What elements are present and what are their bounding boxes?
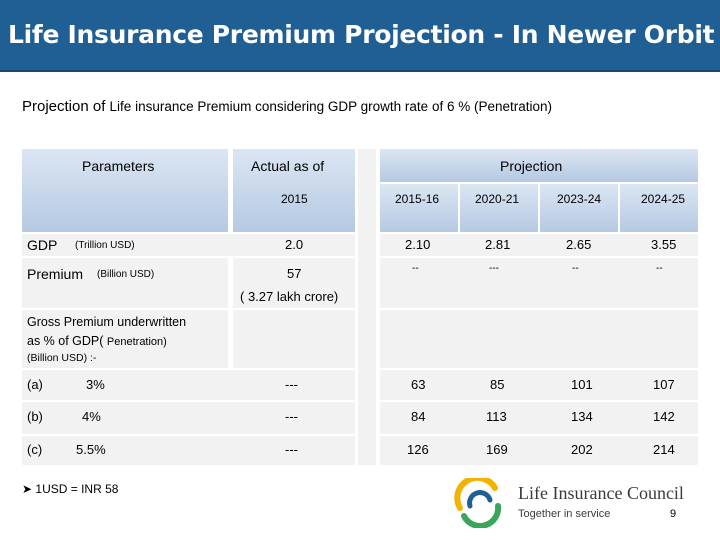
year-actual: 2015 xyxy=(281,192,308,206)
row-a-key: (a) xyxy=(27,377,43,392)
header-projection: Projection xyxy=(500,158,563,174)
year-p4: 2024-25 xyxy=(641,192,686,206)
gross-row-bg-right xyxy=(380,310,698,368)
life-insurance-council-logo: Life Insurance Council Together in servi… xyxy=(450,474,710,529)
row-a-v3: 101 xyxy=(571,377,593,392)
gross-row-bg-actual xyxy=(233,310,355,368)
gdp-row-bg-left xyxy=(22,234,355,256)
title-bar: Life Insurance Premium Projection - In N… xyxy=(0,0,720,72)
row-c-pct: 5.5% xyxy=(76,442,106,457)
gdp-v2: 2.81 xyxy=(485,237,511,252)
separator-column xyxy=(358,149,376,465)
slide-title: Life Insurance Premium Projection - In N… xyxy=(8,20,715,49)
premium-actual: 57 xyxy=(287,266,302,281)
premium-row-bg-right xyxy=(380,258,698,308)
logo-tagline: Together in service xyxy=(518,508,611,520)
gdp-unit: (Trillion USD) xyxy=(75,240,135,251)
premium-v1: -- xyxy=(412,263,419,274)
row-a-pct: 3% xyxy=(86,377,105,392)
row-a-bg-right xyxy=(380,370,698,400)
row-a-v4: 107 xyxy=(653,377,675,392)
row-c-actual: --- xyxy=(285,442,298,457)
council-emblem-icon xyxy=(454,474,502,529)
row-a-v1: 63 xyxy=(411,377,426,392)
gdp-label: GDP xyxy=(27,237,58,253)
header-parameters-cell xyxy=(22,149,228,232)
premium-unit: (Billion USD) xyxy=(97,269,155,280)
header-year-p3-cell xyxy=(540,184,618,232)
gdp-v1: 2.10 xyxy=(405,237,431,252)
premium-row-bg xyxy=(22,258,228,308)
year-p1: 2015-16 xyxy=(395,192,440,206)
row-b-v2: 113 xyxy=(486,409,507,424)
row-c-v3: 202 xyxy=(571,442,593,457)
row-b-v1: 84 xyxy=(411,409,426,424)
arrow-bullet-icon: ➤ xyxy=(22,482,33,496)
subtitle-part2: Life insurance Premium considering GDP g… xyxy=(109,99,553,114)
row-a-actual: --- xyxy=(285,377,298,392)
row-a-v2: 85 xyxy=(490,377,505,392)
slide-subtitle: Projection of Life insurance Premium con… xyxy=(22,98,552,115)
gross-line2: as % of GDP( Penetration) xyxy=(27,334,167,348)
header-year-p2-cell xyxy=(460,184,538,232)
row-a-bg-left xyxy=(22,370,355,400)
row-b-bg-right xyxy=(380,402,698,434)
gross-line2-small: Penetration) xyxy=(106,336,167,348)
premium-label: Premium xyxy=(27,266,84,282)
page-number: 9 xyxy=(670,508,677,520)
gross-row-bg xyxy=(22,310,228,368)
logo-name: Life Insurance Council xyxy=(518,483,684,503)
row-b-bg-left xyxy=(22,402,355,434)
header-year-p1-cell xyxy=(380,184,458,232)
premium-actual-note: ( 3.27 lakh crore) xyxy=(240,289,339,304)
premium-v4: -- xyxy=(656,263,663,274)
header-projection-cell xyxy=(380,149,698,182)
header-year-p4-cell xyxy=(620,184,698,232)
premium-v3: -- xyxy=(572,263,579,274)
footnote: ➤ 1USD = INR 58 xyxy=(22,482,118,496)
row-c-bg-right xyxy=(380,436,698,465)
row-c-key: (c) xyxy=(27,442,43,457)
year-p2: 2020-21 xyxy=(475,192,520,206)
header-actual-cell xyxy=(233,149,355,232)
gdp-row-bg-right xyxy=(380,234,698,256)
row-c-v1: 126 xyxy=(407,442,429,457)
subtitle-part1: Projection of xyxy=(22,98,110,115)
row-b-v3: 134 xyxy=(571,409,593,424)
gdp-v4: 3.55 xyxy=(651,237,677,252)
premium-row-bg-actual xyxy=(233,258,355,308)
gross-line3: (Billion USD) :- xyxy=(27,352,97,364)
row-b-actual: --- xyxy=(285,409,298,424)
row-c-bg-left xyxy=(22,436,355,465)
gross-line1: Gross Premium underwritten xyxy=(27,315,187,329)
header-parameters: Parameters xyxy=(82,158,155,174)
premium-v2: --- xyxy=(489,263,499,274)
row-b-pct: 4% xyxy=(82,409,101,424)
row-c-v4: 214 xyxy=(653,442,675,457)
year-p3: 2023-24 xyxy=(557,192,602,206)
row-c-v2: 169 xyxy=(486,442,508,457)
row-b-v4: 142 xyxy=(653,409,675,424)
row-b-key: (b) xyxy=(27,409,43,424)
gross-line2-main: as % of GDP( xyxy=(27,334,104,348)
header-actual: Actual as of xyxy=(251,158,325,174)
gdp-v3: 2.65 xyxy=(566,237,592,252)
gdp-actual: 2.0 xyxy=(285,237,304,252)
footnote-text: 1USD = INR 58 xyxy=(35,482,119,496)
